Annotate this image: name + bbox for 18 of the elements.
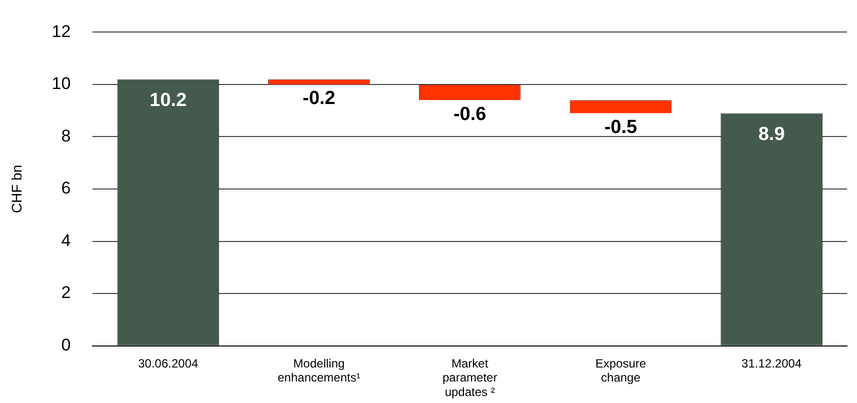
data-label: 10.2 bbox=[150, 90, 187, 111]
x-tick-label: Modelling enhancements¹ bbox=[278, 356, 360, 385]
x-tick-label: Exposure change bbox=[595, 356, 646, 385]
x-tick-label: Market parameter updates ² bbox=[442, 356, 498, 400]
y-tick-label: 4 bbox=[61, 230, 71, 250]
data-label: -0.2 bbox=[302, 88, 336, 110]
x-tick-label: 31.12.2004 bbox=[742, 356, 802, 370]
data-label: 8.9 bbox=[758, 124, 785, 145]
y-axis-title: CHF bn bbox=[8, 164, 24, 214]
y-tick-label: 12 bbox=[52, 22, 71, 41]
y-tick-label: 8 bbox=[61, 126, 71, 146]
x-tick-label: 30.06.2004 bbox=[138, 356, 198, 370]
y-tick-label: 6 bbox=[61, 178, 71, 198]
y-tick-label: 10 bbox=[52, 74, 71, 94]
y-tick-label: 2 bbox=[61, 283, 71, 302]
data-label: -0.6 bbox=[453, 104, 486, 125]
y-tick-label: 0 bbox=[61, 335, 71, 354]
data-label: -0.5 bbox=[604, 116, 638, 138]
